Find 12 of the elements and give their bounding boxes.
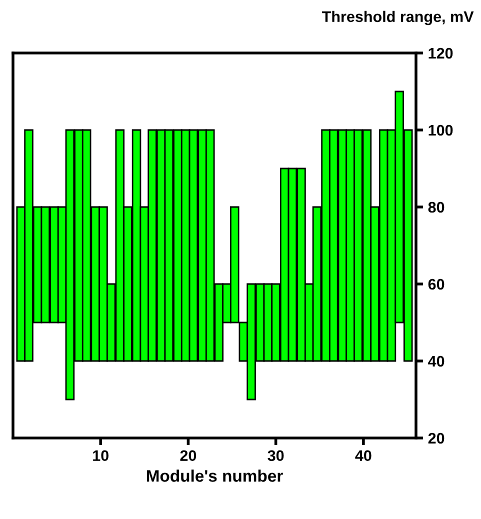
y-tick-label: 120 [428,48,453,59]
y-tick-label: 20 [428,432,444,444]
y-axis-title: Threshold range, mV [322,10,474,26]
x-tick-label: 20 [180,450,196,462]
x-tick-label: 30 [268,450,284,462]
y-tick-label: 80 [428,202,444,213]
x-tick-label: 40 [355,450,372,462]
x-tick-label: 10 [93,450,108,462]
y-tick-label: 60 [428,278,444,290]
y-tick-label: 100 [428,124,453,136]
y-tick-label: 40 [428,356,444,367]
x-axis-title: Module's number [146,470,283,482]
